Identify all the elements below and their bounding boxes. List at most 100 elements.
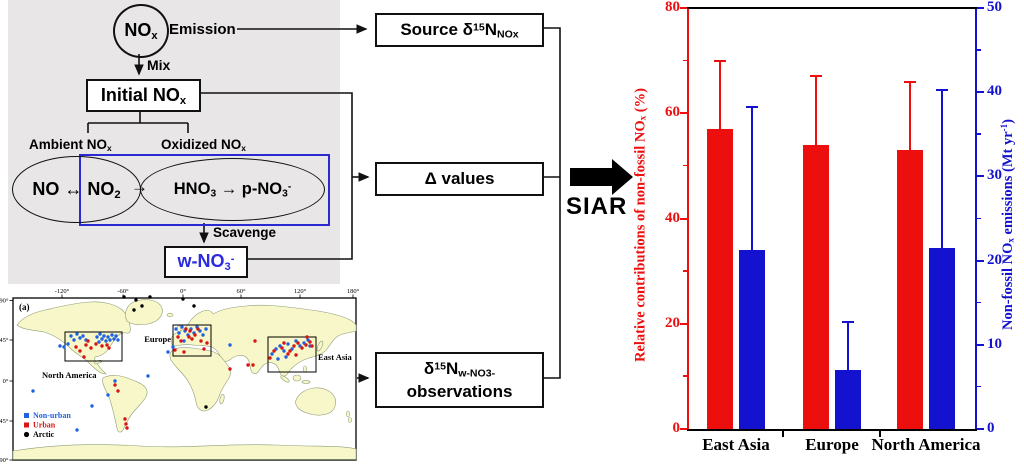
site-dot: [75, 428, 79, 432]
mix-label: Mix: [147, 57, 171, 73]
site-dot: [304, 343, 308, 347]
site-dot: [284, 355, 288, 359]
site-dot: [173, 348, 177, 352]
site-dot: [113, 383, 117, 387]
site-dot: [182, 350, 186, 354]
site-dot: [184, 327, 188, 331]
nox-text: NO: [124, 20, 152, 41]
site-dot: [199, 339, 203, 343]
site-dot: [282, 341, 286, 345]
site-dot: [201, 333, 205, 337]
site-dot: [89, 346, 93, 350]
site-dot: [204, 405, 208, 409]
site-dot: [182, 339, 186, 343]
map-annotations: -120° -60° 0° 60° 120° 180° 90° 45° 0° -45° -90° (a…: [0, 288, 360, 464]
observations-box: δ15Nw-NO3- observations: [375, 352, 544, 408]
initial-nox-box: Initial NOx: [86, 79, 201, 112]
site-dot: [296, 341, 300, 345]
site-dot: [292, 344, 296, 348]
site-dot: [104, 339, 108, 343]
site-dot: [82, 355, 86, 359]
legend-label: Non-urban: [33, 411, 71, 420]
site-dot: [190, 337, 194, 341]
site-dot: [112, 337, 116, 341]
siar-label: SIAR: [566, 193, 628, 220]
legend-marker: [24, 413, 29, 418]
site-dot: [140, 304, 144, 308]
lat-tick-label: 0°: [3, 378, 9, 385]
site-dot: [166, 350, 170, 354]
site-dot: [146, 374, 150, 378]
site-dot: [305, 335, 309, 339]
ellipse-link-arrow: →: [131, 177, 148, 196]
site-dot: [84, 343, 88, 347]
site-dot: [100, 344, 104, 348]
site-dot: [66, 342, 70, 346]
site-dot: [98, 332, 102, 336]
legend-marker: [23, 431, 30, 438]
site-dot: [78, 349, 82, 353]
flowchart-panel: [8, 0, 340, 284]
site-dot: [310, 344, 314, 348]
site-dot: [114, 334, 118, 338]
site-dot: [102, 334, 106, 338]
lat-tick-label: -90°: [0, 457, 9, 464]
site-dot: [280, 346, 284, 350]
site-dot: [196, 327, 200, 331]
site-dot: [294, 353, 298, 357]
siar-block-arrow-icon: [570, 159, 633, 195]
site-dot: [148, 295, 152, 299]
site-dot: [74, 345, 78, 349]
region-label: Europe: [144, 334, 171, 344]
site-dot: [174, 327, 178, 331]
site-dot: [106, 335, 110, 339]
site-dot: [110, 333, 114, 337]
continents: [12, 299, 357, 460]
region-box-europe: [172, 324, 212, 357]
site-dot: [86, 339, 90, 343]
site-dot: [81, 334, 85, 338]
legend-marker: [24, 422, 29, 428]
site-dot: [108, 338, 112, 342]
site-dot: [205, 341, 209, 345]
site-dot: [31, 389, 35, 393]
site-dot: [124, 422, 128, 426]
site-dot: [253, 339, 257, 343]
lon-tick-label: -120°: [55, 288, 70, 295]
world-map: -120° -60° 0° 60° 120° 180° 90° 45° 0° -45° -90° (a…: [0, 288, 360, 464]
oxidized-ellipse: HNO3 → p-NO3-: [140, 158, 325, 221]
site-dot: [122, 295, 126, 299]
legend-label: Urban: [33, 421, 56, 430]
site-dot: [58, 344, 62, 348]
site-dot: [134, 298, 138, 302]
site-dot: [251, 363, 255, 367]
site-dot: [180, 325, 184, 329]
ambient-nox-label: Ambient NOx: [29, 137, 112, 154]
delta-values-box: Δ values: [375, 162, 544, 196]
site-dot: [276, 357, 280, 361]
site-dot: [90, 404, 94, 408]
site-dot: [308, 340, 312, 344]
site-dot: [286, 342, 290, 346]
site-dot: [78, 336, 82, 340]
branch-lines: [87, 108, 189, 133]
region-box-east-asia: [267, 336, 317, 373]
right-junction: [540, 27, 561, 379]
site-dot: [288, 349, 292, 353]
site-dot: [193, 333, 197, 337]
map-panel-label: (a): [19, 302, 30, 312]
lon-tick-label: 60°: [236, 288, 246, 295]
site-dot: [116, 338, 120, 342]
lon-tick-label: 180°: [347, 288, 360, 295]
lat-tick-label: 90°: [0, 298, 9, 305]
site-dot: [94, 342, 98, 346]
site-dot: [95, 335, 99, 339]
lat-tick-label: 45°: [0, 337, 9, 344]
lat-tick-label: -45°: [0, 418, 9, 425]
site-dot: [72, 338, 76, 342]
site-dot: [125, 426, 129, 430]
site-dot: [286, 352, 290, 356]
site-dot: [228, 343, 232, 347]
site-dot: [179, 339, 183, 343]
site-dot: [188, 329, 192, 333]
